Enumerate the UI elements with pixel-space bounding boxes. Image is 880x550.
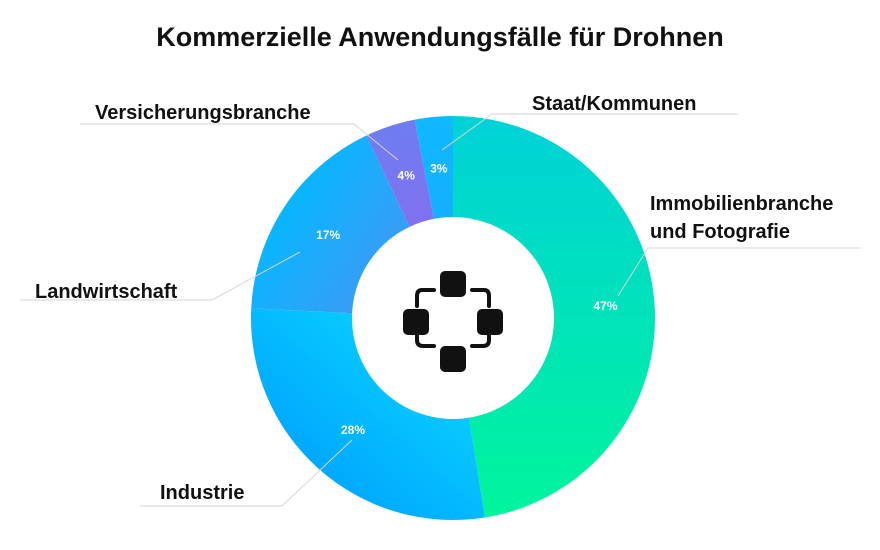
leader-line: [20, 251, 301, 301]
percent-label: 47%: [594, 299, 618, 313]
donut-hole: [352, 217, 554, 419]
percent-label: 3%: [430, 162, 448, 176]
percent-labels: 47% 28% 17% 4% 3%: [316, 162, 618, 437]
percent-label: 28%: [341, 423, 365, 437]
category-labels: Immobilienbranche und Fotografie Industrie…: [35, 93, 833, 504]
category-label: Landwirtschaft: [35, 281, 178, 303]
chart-title: Kommerzielle Anwendungsfälle für Drohnen: [156, 22, 724, 52]
category-label: Versicherungsbranche: [95, 102, 311, 124]
category-label: Industrie: [160, 482, 244, 504]
leader-line: [617, 247, 860, 297]
leader-line: [140, 439, 353, 507]
leader-lines: [20, 113, 860, 507]
category-label: Immobilienbranche und Fotografie: [650, 193, 833, 243]
percent-label: 4%: [398, 168, 416, 182]
drone-network-icon: [403, 271, 503, 372]
category-label: Staat/Kommunen: [532, 93, 696, 115]
slice-immobilienbranche-und-fotografie: [453, 116, 655, 518]
leader-line: [80, 123, 399, 161]
percent-label: 17%: [316, 228, 340, 242]
leader-line: [441, 113, 738, 151]
